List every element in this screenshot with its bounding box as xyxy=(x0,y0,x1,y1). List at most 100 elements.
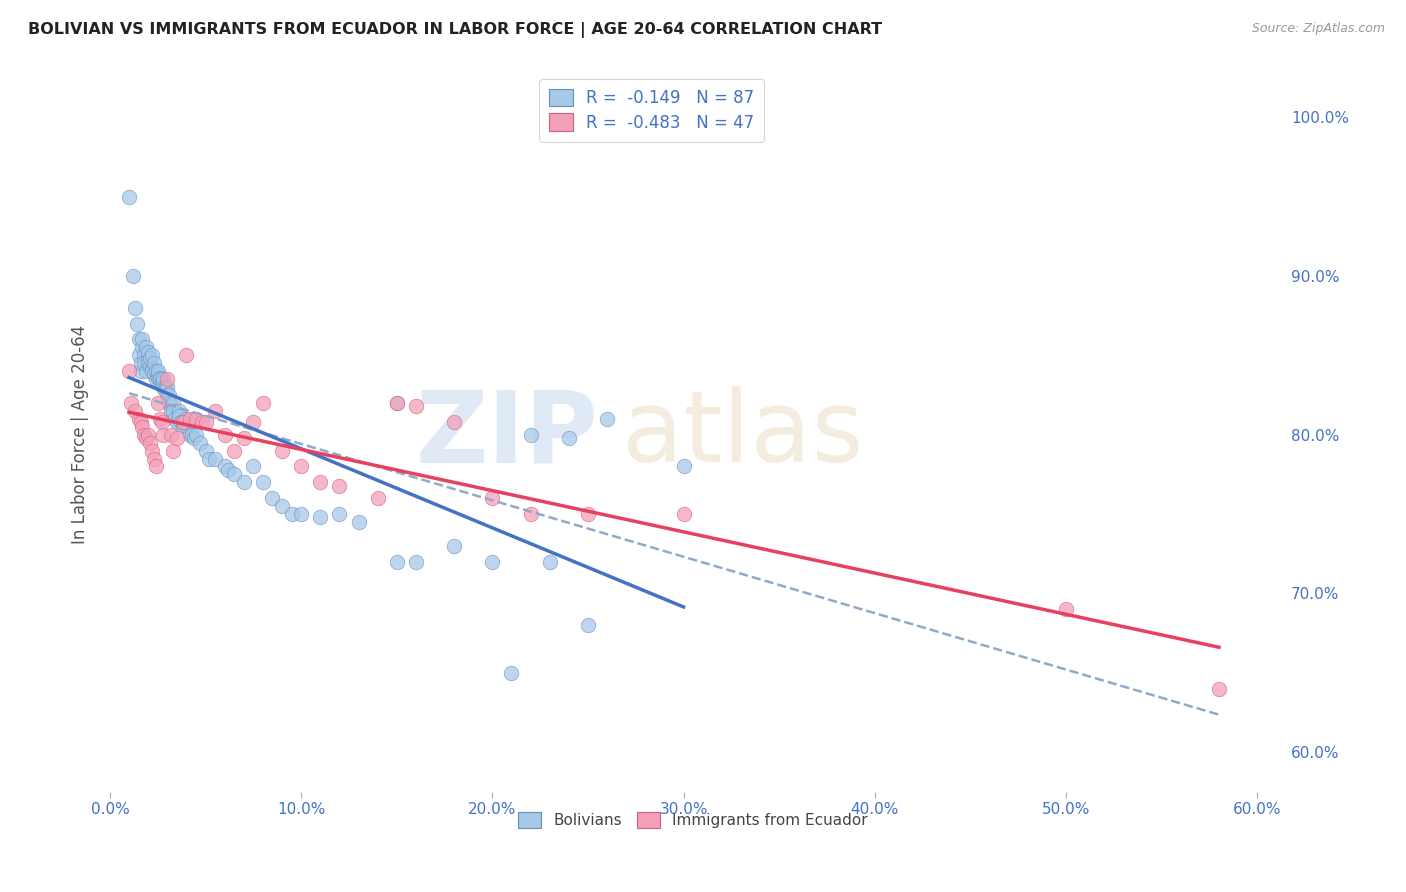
Point xyxy=(125,317,148,331)
Point xyxy=(328,478,350,492)
Point xyxy=(252,396,274,410)
Point xyxy=(262,491,284,506)
Point xyxy=(190,415,212,429)
Point xyxy=(252,475,274,490)
Point xyxy=(177,419,200,434)
Text: Source: ZipAtlas.com: Source: ZipAtlas.com xyxy=(1251,22,1385,36)
Point xyxy=(242,415,264,429)
Point xyxy=(152,380,174,394)
Point xyxy=(405,555,427,569)
Point xyxy=(672,507,695,521)
Y-axis label: In Labor Force | Age 20-64: In Labor Force | Age 20-64 xyxy=(72,326,89,544)
Point xyxy=(152,372,174,386)
Point xyxy=(146,368,169,382)
Point xyxy=(135,364,157,378)
Point xyxy=(134,427,156,442)
Point xyxy=(136,356,159,370)
Point xyxy=(149,372,172,386)
Point xyxy=(385,555,408,569)
Point xyxy=(141,443,163,458)
Point xyxy=(142,368,165,382)
Point xyxy=(142,356,165,370)
Point xyxy=(141,364,163,378)
Point xyxy=(204,404,226,418)
Point xyxy=(271,443,294,458)
Point xyxy=(194,443,217,458)
Point xyxy=(146,396,169,410)
Point xyxy=(145,459,167,474)
Point xyxy=(194,415,217,429)
Point xyxy=(385,396,408,410)
Text: BOLIVIAN VS IMMIGRANTS FROM ECUADOR IN LABOR FORCE | AGE 20-64 CORRELATION CHART: BOLIVIAN VS IMMIGRANTS FROM ECUADOR IN L… xyxy=(28,22,882,38)
Point xyxy=(188,435,211,450)
Point xyxy=(405,399,427,413)
Point xyxy=(142,451,165,466)
Point xyxy=(141,348,163,362)
Legend: Bolivians, Immigrants from Ecuador: Bolivians, Immigrants from Ecuador xyxy=(512,806,875,834)
Point xyxy=(162,396,184,410)
Point xyxy=(172,418,194,433)
Point xyxy=(160,404,183,418)
Point xyxy=(155,380,177,394)
Point xyxy=(184,412,207,426)
Point xyxy=(129,356,152,370)
Point xyxy=(162,404,184,418)
Point xyxy=(118,189,141,203)
Point xyxy=(232,475,254,490)
Point xyxy=(217,462,239,476)
Point xyxy=(163,412,186,426)
Point xyxy=(120,396,142,410)
Point xyxy=(160,399,183,413)
Point xyxy=(155,383,177,397)
Point xyxy=(204,451,226,466)
Point xyxy=(179,427,201,442)
Point xyxy=(214,427,236,442)
Point xyxy=(172,415,194,429)
Point xyxy=(118,364,141,378)
Point xyxy=(367,491,389,506)
Point xyxy=(166,415,188,429)
Point xyxy=(141,361,163,376)
Point xyxy=(280,507,302,521)
Point xyxy=(157,396,180,410)
Point xyxy=(576,507,599,521)
Point xyxy=(672,459,695,474)
Point xyxy=(224,443,246,458)
Point xyxy=(232,431,254,445)
Text: ZIP: ZIP xyxy=(415,386,599,483)
Point xyxy=(558,431,581,445)
Point xyxy=(224,467,246,482)
Point xyxy=(214,459,236,474)
Point xyxy=(271,499,294,513)
Point xyxy=(481,555,503,569)
Point xyxy=(169,415,191,429)
Point xyxy=(198,451,221,466)
Point xyxy=(146,364,169,378)
Point xyxy=(136,351,159,366)
Point xyxy=(145,364,167,378)
Point xyxy=(136,345,159,359)
Point xyxy=(124,301,146,315)
Point xyxy=(156,380,179,394)
Point xyxy=(481,491,503,506)
Point xyxy=(183,431,205,445)
Point xyxy=(309,475,332,490)
Point xyxy=(290,507,312,521)
Point xyxy=(156,372,179,386)
Point xyxy=(139,359,162,374)
Point xyxy=(128,348,150,362)
Point xyxy=(135,340,157,354)
Point xyxy=(128,333,150,347)
Point xyxy=(150,415,173,429)
Point xyxy=(167,409,190,423)
Point xyxy=(149,370,172,384)
Point xyxy=(134,356,156,370)
Point xyxy=(385,396,408,410)
Point xyxy=(519,427,541,442)
Point xyxy=(519,507,541,521)
Point xyxy=(176,412,198,426)
Point xyxy=(156,388,179,402)
Point xyxy=(179,412,201,426)
Point xyxy=(150,376,173,390)
Point xyxy=(136,427,159,442)
